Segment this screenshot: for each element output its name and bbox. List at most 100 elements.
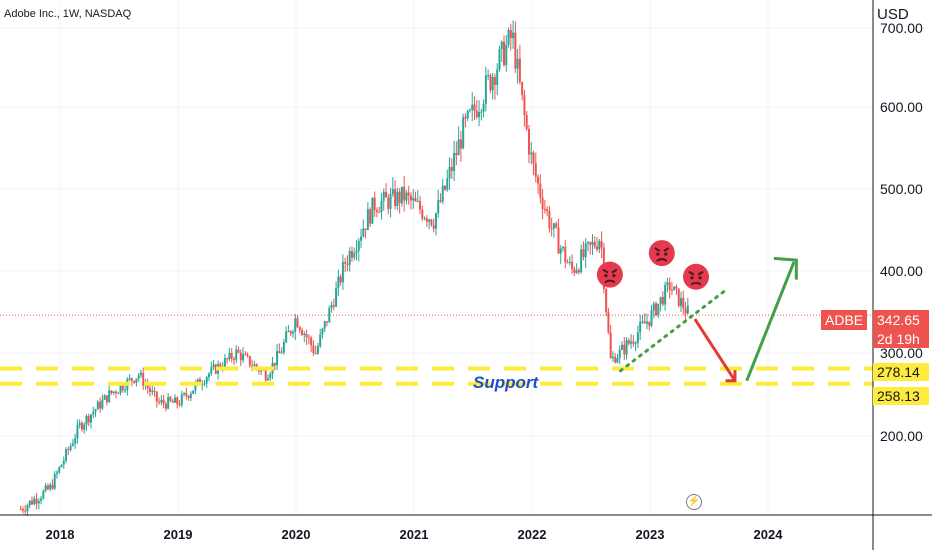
candle-body: [532, 152, 535, 164]
candle-body: [464, 117, 467, 119]
candle-body: [19, 509, 22, 511]
lightning-icon[interactable]: ⚡: [686, 494, 702, 510]
candle-body: [664, 284, 667, 305]
candle-body: [598, 241, 601, 250]
candle-body: [105, 395, 108, 403]
candle-body: [518, 58, 521, 82]
candle-body: [192, 390, 195, 394]
candle-body: [51, 484, 54, 489]
candle-body: [282, 342, 285, 353]
candle-body: [142, 372, 145, 386]
candle-body: [482, 104, 485, 112]
candle-body: [643, 321, 646, 324]
symbol-title: Adobe Inc., 1W, NASDAQ: [4, 8, 132, 20]
candle-body: [83, 424, 86, 430]
candle-body: [468, 110, 471, 112]
candle-body: [62, 460, 65, 465]
candle-body: [364, 228, 367, 230]
candle-body: [55, 472, 58, 474]
candle-body: [648, 321, 651, 326]
candle-body: [566, 262, 569, 264]
time-tick-label: 2019: [164, 527, 193, 542]
candle-body: [289, 331, 292, 334]
candle-body: [684, 308, 687, 314]
candle-body: [173, 397, 176, 403]
candle-body: [121, 385, 124, 391]
candle-body: [421, 209, 424, 219]
angry-face-icon: [683, 263, 710, 290]
candle-body: [618, 349, 621, 359]
candle-body: [577, 270, 580, 273]
candle-body: [382, 191, 385, 201]
time-tick-label: 2018: [46, 527, 75, 542]
angry-face-eye: [604, 273, 608, 278]
candle-body: [580, 249, 583, 273]
candle-body: [251, 365, 254, 367]
candle-body: [466, 110, 469, 119]
candle-body: [434, 213, 437, 229]
candle-body: [149, 388, 152, 393]
candle-body: [203, 383, 206, 385]
candle-body: [375, 210, 378, 212]
countdown-badge: 2d 19h: [873, 330, 929, 348]
candle-body: [582, 249, 585, 258]
candle-body: [650, 310, 653, 326]
candle-body: [337, 276, 340, 288]
candle-body: [65, 449, 68, 461]
candle-body: [423, 218, 426, 220]
angry-face-brow: [688, 270, 695, 276]
candle-body: [110, 390, 113, 394]
candle-body: [607, 312, 610, 333]
candle-body: [557, 227, 560, 254]
candle-body: [139, 372, 142, 376]
candle-body: [223, 358, 226, 368]
candle-body: [316, 346, 319, 354]
candle-body: [112, 391, 115, 394]
candle-body: [137, 375, 140, 379]
candle-body: [187, 395, 190, 398]
candle-body: [534, 163, 537, 177]
candle-body: [344, 261, 347, 264]
candle-body: [146, 384, 149, 389]
candle-body: [255, 364, 258, 368]
candle-body: [350, 251, 353, 258]
candle-body: [176, 397, 179, 405]
candle-body: [605, 288, 608, 313]
candle-body: [189, 393, 192, 398]
candle-body: [500, 41, 503, 50]
candle-body: [530, 152, 533, 155]
candle-body: [335, 287, 338, 307]
candle-body: [108, 390, 111, 403]
candles: [19, 20, 689, 516]
candle-body: [575, 270, 578, 273]
candle-body: [400, 186, 403, 204]
candle-body: [237, 349, 240, 353]
candle-body: [543, 208, 546, 210]
ticker-badge[interactable]: ADBE: [821, 310, 868, 330]
candle-body: [167, 397, 170, 409]
candle-body: [512, 32, 515, 39]
candle-body: [248, 356, 251, 366]
candle-body: [162, 399, 165, 404]
angry-face-mouth: [604, 279, 616, 284]
candle-body: [432, 225, 435, 229]
candle-body: [385, 191, 388, 198]
angry-face-eye: [612, 273, 616, 278]
candle-body: [44, 485, 47, 491]
candle-body: [312, 345, 315, 354]
chart-grid: [0, 0, 873, 515]
candle-body: [373, 197, 376, 211]
candle-body: [571, 261, 574, 270]
up-arrow-shaft: [745, 261, 796, 382]
candle-body: [362, 228, 365, 237]
candle-body: [153, 390, 156, 392]
candle-body: [407, 192, 410, 196]
candle-body: [319, 334, 322, 347]
candle-body: [437, 200, 440, 214]
price-tick-label: 700.00: [880, 20, 923, 36]
down-arrow-head: [725, 370, 737, 383]
angry-face-icon: [596, 261, 623, 288]
candle-body: [92, 411, 95, 415]
